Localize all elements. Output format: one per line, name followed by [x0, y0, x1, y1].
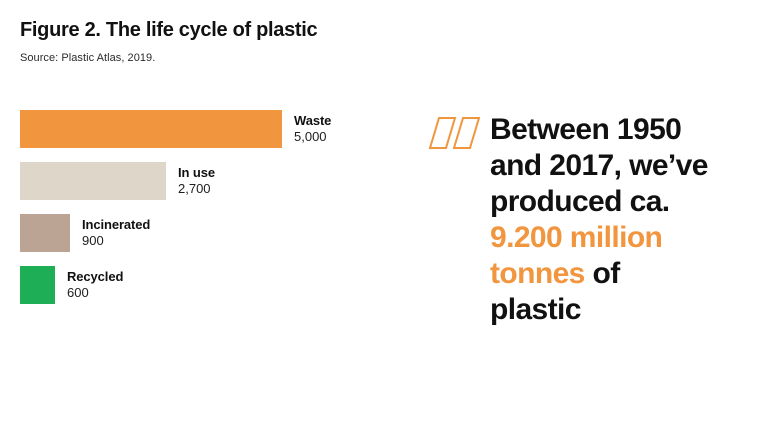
- bar-incinerated: [20, 214, 70, 252]
- bar-chart: Waste 5,000 In use 2,700 Incinerated 900…: [20, 110, 420, 318]
- quote-line-3: produced ca.: [490, 185, 670, 218]
- bar-label-group-recycled: Recycled 600: [55, 269, 123, 301]
- quote-highlight-unit: tonnes: [490, 257, 585, 290]
- pull-quote-text: Between 1950 and 2017, we’ve produced ca…: [490, 112, 758, 328]
- bar-label-group-waste: Waste 5,000: [282, 113, 331, 145]
- pull-quote: Between 1950 and 2017, we’ve produced ca…: [428, 112, 758, 328]
- bar-category-label: In use: [178, 165, 215, 181]
- quote-line-2: and 2017, we’ve: [490, 149, 708, 182]
- quote-line-5: plastic: [490, 293, 581, 326]
- figure-header: Figure 2. The life cycle of plastic Sour…: [20, 18, 520, 64]
- bar-row: Incinerated 900: [20, 214, 420, 252]
- bar-category-label: Recycled: [67, 269, 124, 285]
- bar-row: Recycled 600: [20, 266, 420, 304]
- bar-value-label: 600: [67, 285, 89, 300]
- bar-value-label: 5,000: [294, 129, 327, 144]
- bar-recycled: [20, 266, 55, 304]
- bar-row: In use 2,700: [20, 162, 420, 200]
- bar-label-group-in-use: In use 2,700: [166, 165, 215, 197]
- quote-line-1: Between 1950: [490, 113, 682, 146]
- bar-label-group-incinerated: Incinerated 900: [70, 217, 150, 249]
- bar-in-use: [20, 162, 166, 200]
- bar-value-label: 900: [82, 233, 104, 248]
- bar-category-label: Incinerated: [82, 217, 151, 233]
- bar-value-label: 2,700: [178, 181, 211, 196]
- quote-line-4-tail: of: [584, 257, 620, 290]
- bar-row: Waste 5,000: [20, 110, 420, 148]
- bar-waste: [20, 110, 282, 148]
- figure-source: Source: Plastic Atlas, 2019.: [20, 52, 156, 64]
- quote-highlight-amount: 9.200 million: [490, 221, 663, 254]
- quotation-mark-icon: [428, 112, 490, 155]
- page-title: Figure 2. The life cycle of plastic: [20, 19, 318, 41]
- bar-category-label: Waste: [294, 113, 332, 129]
